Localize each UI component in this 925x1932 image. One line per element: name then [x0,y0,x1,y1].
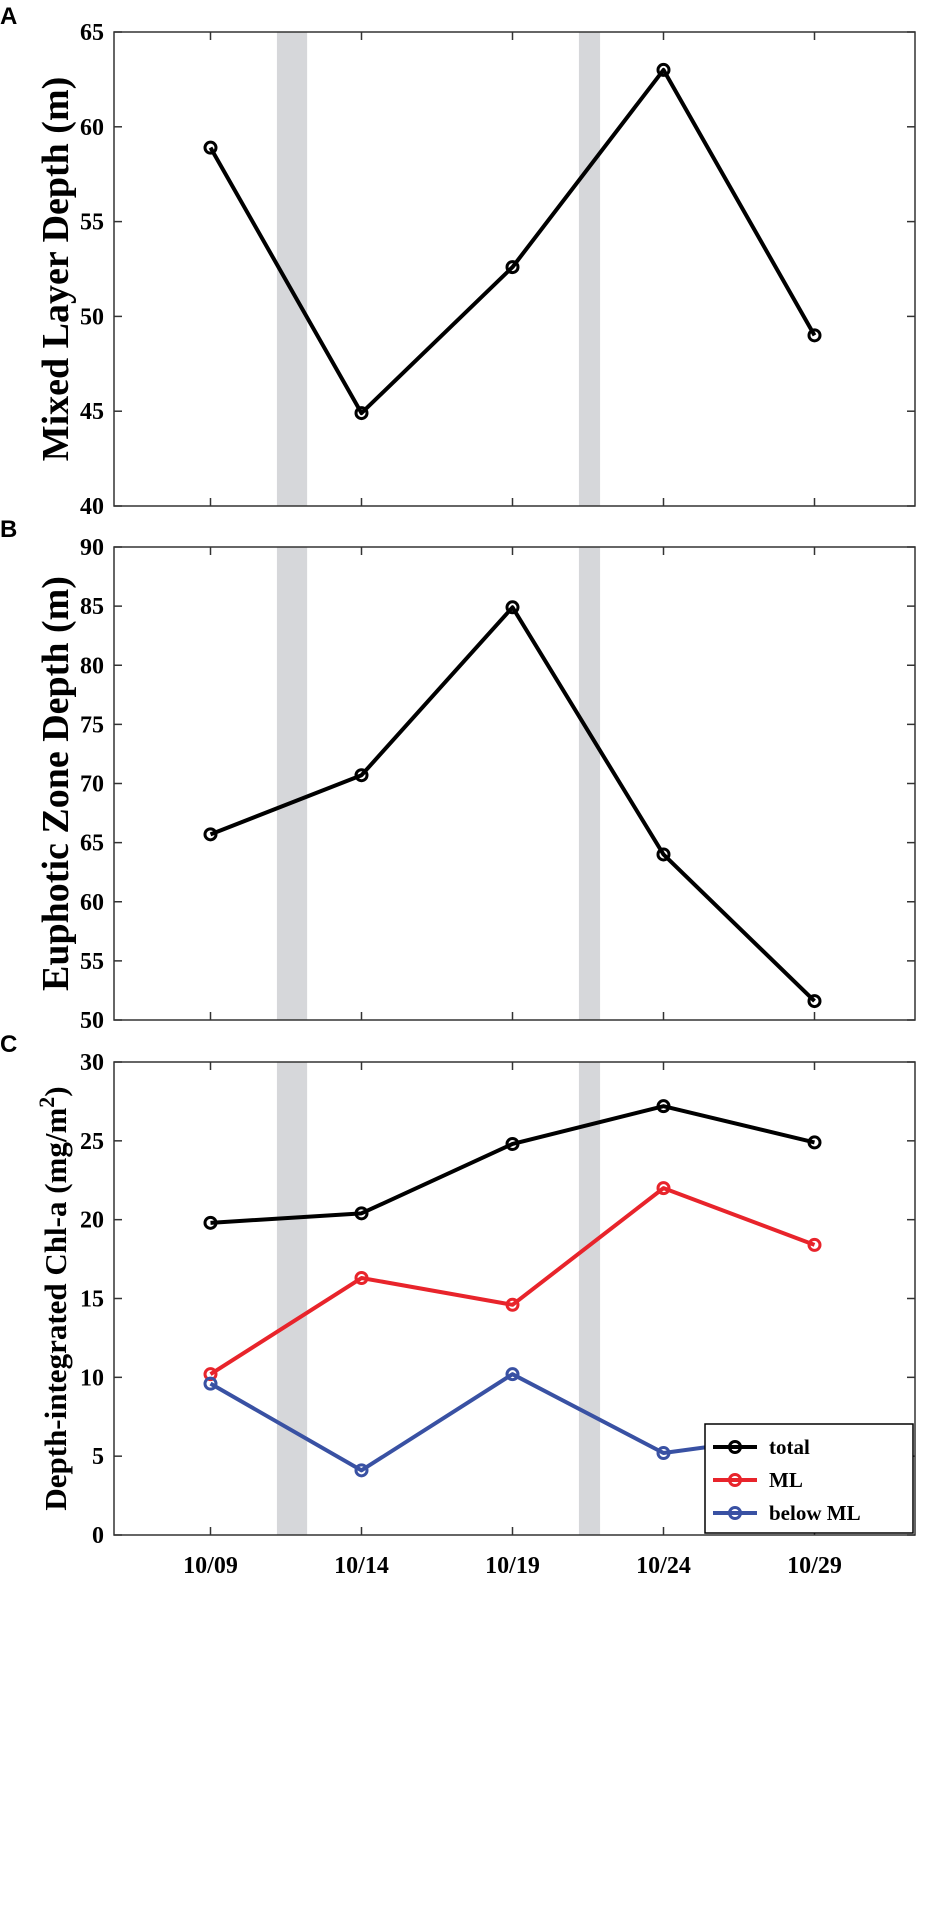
panel-c: 0 5 10 15 20 25 30 10/09 10/14 10/19 10/24 10/29 Dep… [0,1031,916,1579]
legend: total ML below ML [704,1423,914,1534]
data-point [656,1181,671,1196]
panel-letter: C [0,1031,17,1058]
y-tick-label: 55 [80,949,104,975]
y-tick-label: 40 [80,494,104,520]
data-point [354,1271,369,1286]
shaded-band [578,547,601,1020]
shaded-band [276,1062,308,1535]
panel-letter: A [0,3,17,30]
x-tick-label: 10/14 [334,1553,389,1579]
y-tick-label: 50 [80,1008,104,1034]
data-point [354,1206,369,1221]
data-point [203,1367,218,1382]
y-axis-label: Mixed Layer Depth (m) [35,77,77,462]
data-point [354,768,369,783]
y-tick-label: 80 [80,653,104,679]
data-point [203,1376,218,1391]
data-point [203,827,218,842]
plot-frame [113,546,916,1021]
y-tick-label: 75 [80,712,104,738]
data-point [354,406,369,421]
y-axis-label-superscript: 2 [34,1097,59,1108]
y-tick-label: 85 [80,594,104,620]
legend-label: total [769,1435,810,1459]
data-point [807,1135,822,1150]
y-tick-label: 90 [80,535,104,561]
data-point [807,994,822,1009]
y-tick-label: 65 [80,831,104,857]
x-tick-label: 10/09 [183,1553,238,1579]
series-line-value [209,605,816,1003]
data-point [656,1446,671,1461]
legend-marker [728,1473,742,1487]
y-axis-label-suffix: ) [38,1086,73,1096]
data-point [656,1099,671,1114]
data-point [505,600,520,615]
y-axis-label: Depth-integrated Chl-a (mg/m2) [34,1086,73,1510]
y-tick-label: 20 [80,1208,104,1234]
data-point [203,140,218,155]
series-line-total [210,1104,815,1225]
y-tick-label: 45 [80,399,104,425]
y-tick-label: 65 [80,20,104,46]
series-line-value [208,67,817,416]
data-point [203,1215,218,1230]
y-tick-label: 15 [80,1287,104,1313]
data-point [505,260,520,275]
data-point [807,1237,822,1252]
y-tick-label: 5 [92,1444,104,1470]
y-tick-label: 0 [92,1523,104,1549]
x-tick-label: 10/19 [485,1553,540,1579]
panel-letter: B [0,516,17,543]
y-tick-label: 10 [80,1365,104,1391]
shaded-band [578,32,601,506]
data-point [656,847,671,862]
legend-marker [728,1440,742,1454]
data-point [505,1297,520,1312]
plot-frame [113,31,916,507]
legend-label: ML [769,1468,803,1492]
shaded-band [276,32,308,506]
y-axis-label: Euphotic Zone Depth (m) [35,576,77,991]
legend-marker [728,1506,742,1520]
data-point [656,62,671,77]
shaded-band [578,1062,601,1535]
data-point [505,1367,520,1382]
x-tick-label: 10/29 [787,1553,842,1579]
y-tick-label: 50 [80,304,104,330]
x-tick-label: 10/24 [636,1553,691,1579]
panel-a: 40 45 50 55 60 65 Mixed Layer Depth (m) A [0,3,916,520]
legend-label: below ML [769,1501,861,1525]
y-tick-label: 30 [80,1050,104,1076]
series-line-ml [209,1186,816,1376]
data-point [354,1463,369,1478]
y-tick-label: 60 [80,890,104,916]
y-tick-label: 70 [80,772,104,798]
y-tick-label: 55 [80,210,104,236]
shaded-band [276,547,308,1020]
y-tick-label: 60 [80,115,104,141]
data-point [505,1136,520,1151]
data-point [807,328,822,343]
y-tick-label: 25 [80,1129,104,1155]
